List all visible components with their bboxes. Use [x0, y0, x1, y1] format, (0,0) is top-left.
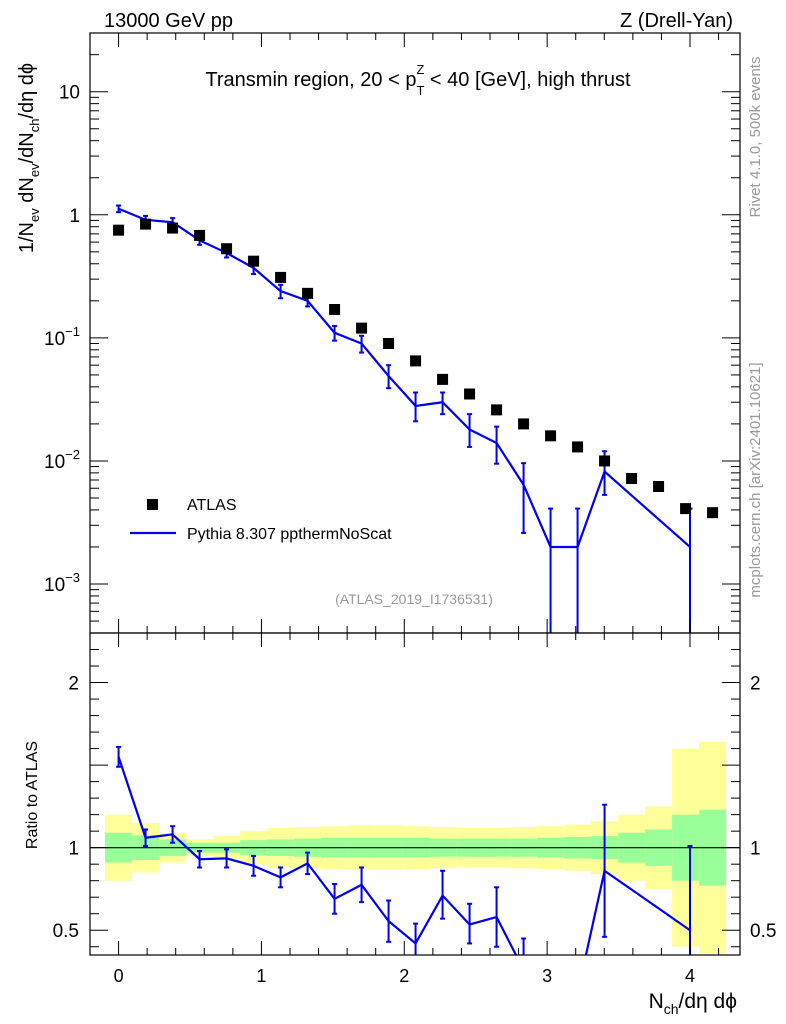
atlas-point: [140, 218, 152, 230]
atlas-point: [518, 418, 530, 430]
legend-marker-atlas: [147, 499, 158, 510]
atlas-point: [464, 388, 476, 400]
legend: ATLAS Pythia 8.307 ppthermNoScat: [130, 497, 392, 543]
atlas-point: [329, 304, 341, 316]
analysis-label: (ATLAS_2019_I1736531): [335, 591, 493, 607]
atlas-point: [356, 322, 368, 334]
y-tick-label: 10−3: [44, 570, 80, 596]
y-tick-label: 10−2: [44, 447, 80, 473]
y-tick-label: 1: [69, 206, 80, 227]
ratio-frame: [89, 632, 741, 956]
atlas-point: [572, 441, 584, 453]
atlas-point: [491, 404, 503, 416]
axes: 0 1 2 3 4 10 1 10−1 10−2 10−3 2 2 1 1 0.5 0.5: [44, 32, 776, 986]
atlas-point: [653, 480, 665, 492]
ratio-y-tick-label-right: 2: [750, 674, 761, 695]
main-frame: [89, 32, 741, 634]
atlas-point: [707, 507, 719, 519]
atlas-point: [113, 224, 125, 236]
main-panel: [113, 204, 719, 633]
x-tick-label: 4: [685, 966, 695, 986]
y-axis-label: 1/Nev dNev/dNch/dη dϕ: [16, 63, 42, 253]
ratio-y-tick-label: 0.5: [53, 921, 79, 942]
atlas-point: [599, 455, 611, 467]
ratio-y-tick-label-right: 0.5: [750, 921, 776, 942]
x-tick-label: 1: [256, 966, 266, 986]
legend-label-pythia: Pythia 8.307 ppthermNoScat: [187, 526, 392, 543]
atlas-point: [194, 229, 206, 241]
atlas-point: [275, 271, 287, 283]
header-left: 13000 GeV pp: [104, 10, 233, 32]
ratio-panel: [90, 745, 740, 955]
atlas-point: [248, 255, 260, 267]
ratio-y-tick-label-right: 1: [750, 839, 761, 860]
ratio-y-axis-label: Ratio to ATLAS: [24, 741, 41, 849]
atlas-point: [437, 373, 449, 385]
atlas-point: [383, 338, 395, 350]
mc-line: [118, 207, 691, 549]
atlas-point: [410, 355, 422, 367]
x-tick-label: 2: [399, 966, 409, 986]
x-axis-label: Nch/dη dϕ: [649, 990, 737, 1017]
chart-title: Transmin region, 20 < pTZ < 40 [GeV], hi…: [205, 62, 631, 98]
y-tick-label: 10−1: [44, 324, 80, 350]
x-tick-label: 3: [542, 966, 552, 986]
atlas-point: [680, 503, 692, 515]
legend-label-atlas: ATLAS: [187, 497, 237, 514]
ratio-y-tick-label: 1: [68, 839, 79, 860]
atlas-point: [302, 287, 314, 299]
x-tick-label: 0: [114, 966, 124, 986]
atlas-point: [221, 243, 233, 255]
y-tick-label: 10: [59, 83, 80, 104]
mcplots-label: mcplots.cern.ch [arXiv:2401.10621]: [747, 362, 764, 597]
atlas-point: [167, 222, 179, 234]
atlas-point: [545, 430, 557, 442]
atlas-point: [626, 473, 638, 485]
header-right: Z (Drell-Yan): [620, 10, 733, 32]
rivet-label: Rivet 4.1.0, 500k events: [747, 57, 764, 218]
mc-ratio-line: [117, 756, 691, 955]
ratio-y-tick-label: 2: [68, 674, 79, 695]
